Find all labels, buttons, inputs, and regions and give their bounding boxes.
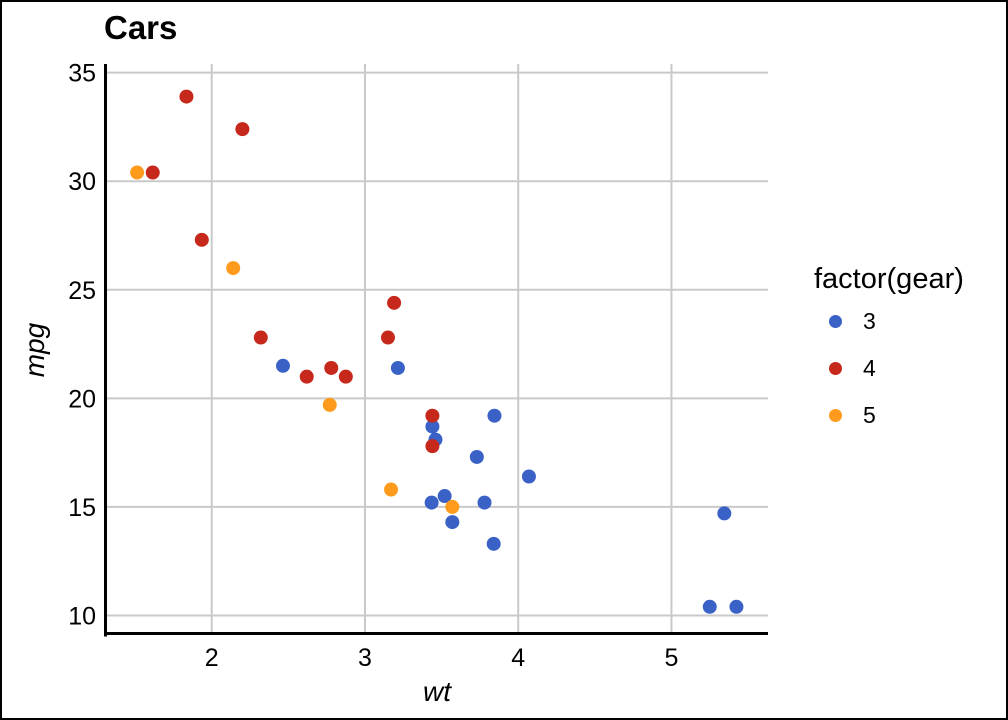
data-point-gear-5 (130, 165, 145, 180)
data-point-gear-3 (717, 506, 732, 521)
x-tick-label: 4 (511, 644, 525, 672)
data-point-gear-4 (324, 360, 339, 375)
y-tick-label: 35 (68, 60, 96, 88)
data-point-gear-3 (521, 469, 536, 484)
x-tick-label: 2 (205, 644, 219, 672)
y-tick-label: 15 (68, 494, 96, 522)
data-point-gear-3 (437, 489, 452, 504)
data-point-gear-4 (338, 369, 353, 384)
data-point-gear-4 (425, 408, 440, 423)
data-point-gear-4 (179, 89, 194, 104)
y-tick-label: 20 (68, 385, 96, 413)
legend-swatch-icon (829, 362, 842, 375)
legend-label: 5 (863, 402, 876, 428)
data-point-gear-4 (425, 439, 440, 454)
data-point-gear-4 (145, 165, 160, 180)
data-point-gear-5 (322, 397, 337, 412)
data-point-gear-4 (380, 330, 395, 345)
legend-title: factor(gear) (814, 263, 964, 295)
data-point-gear-4 (235, 122, 250, 137)
chart-title: Cars (104, 9, 178, 46)
legend-item-gear-5: 5 (829, 392, 1002, 439)
data-point-gear-3 (487, 408, 502, 423)
legend-item-gear-3: 3 (829, 298, 1002, 345)
y-tick-label: 30 (68, 168, 96, 196)
data-point-gear-4 (387, 295, 402, 310)
data-point-gear-3 (425, 419, 440, 434)
data-point-gear-5 (445, 499, 460, 514)
data-point-gear-3 (424, 495, 439, 510)
x-tick-label: 3 (358, 644, 372, 672)
x-tick-label: 5 (665, 644, 679, 672)
data-point-gear-3 (702, 599, 717, 614)
data-point-gear-3 (729, 599, 744, 614)
legend-label: 3 (863, 308, 876, 334)
legend-item-gear-4: 4 (829, 345, 1002, 392)
data-point-gear-4 (299, 369, 314, 384)
data-point-gear-5 (226, 261, 241, 276)
legend-label: 4 (863, 355, 876, 381)
legend-items: 3 4 5 (802, 298, 1002, 439)
legend-swatch-icon (829, 315, 842, 328)
data-point-gear-3 (275, 358, 290, 373)
data-point-gear-3 (445, 515, 460, 530)
data-point-gear-3 (486, 536, 501, 551)
data-point-gear-4 (253, 330, 268, 345)
y-axis-title: mpg (19, 322, 50, 378)
data-point-gear-4 (194, 232, 209, 247)
legend-swatch-icon (829, 409, 842, 422)
legend: factor(gear) 3 4 5 (802, 262, 1002, 439)
y-tick-label: 10 (68, 602, 96, 630)
x-axis-title: wt (423, 676, 451, 707)
data-point-gear-3 (477, 495, 492, 510)
data-point-gear-3 (390, 360, 405, 375)
data-point-gear-3 (469, 449, 484, 464)
data-point-gear-5 (384, 482, 399, 497)
y-tick-label: 25 (68, 277, 96, 305)
